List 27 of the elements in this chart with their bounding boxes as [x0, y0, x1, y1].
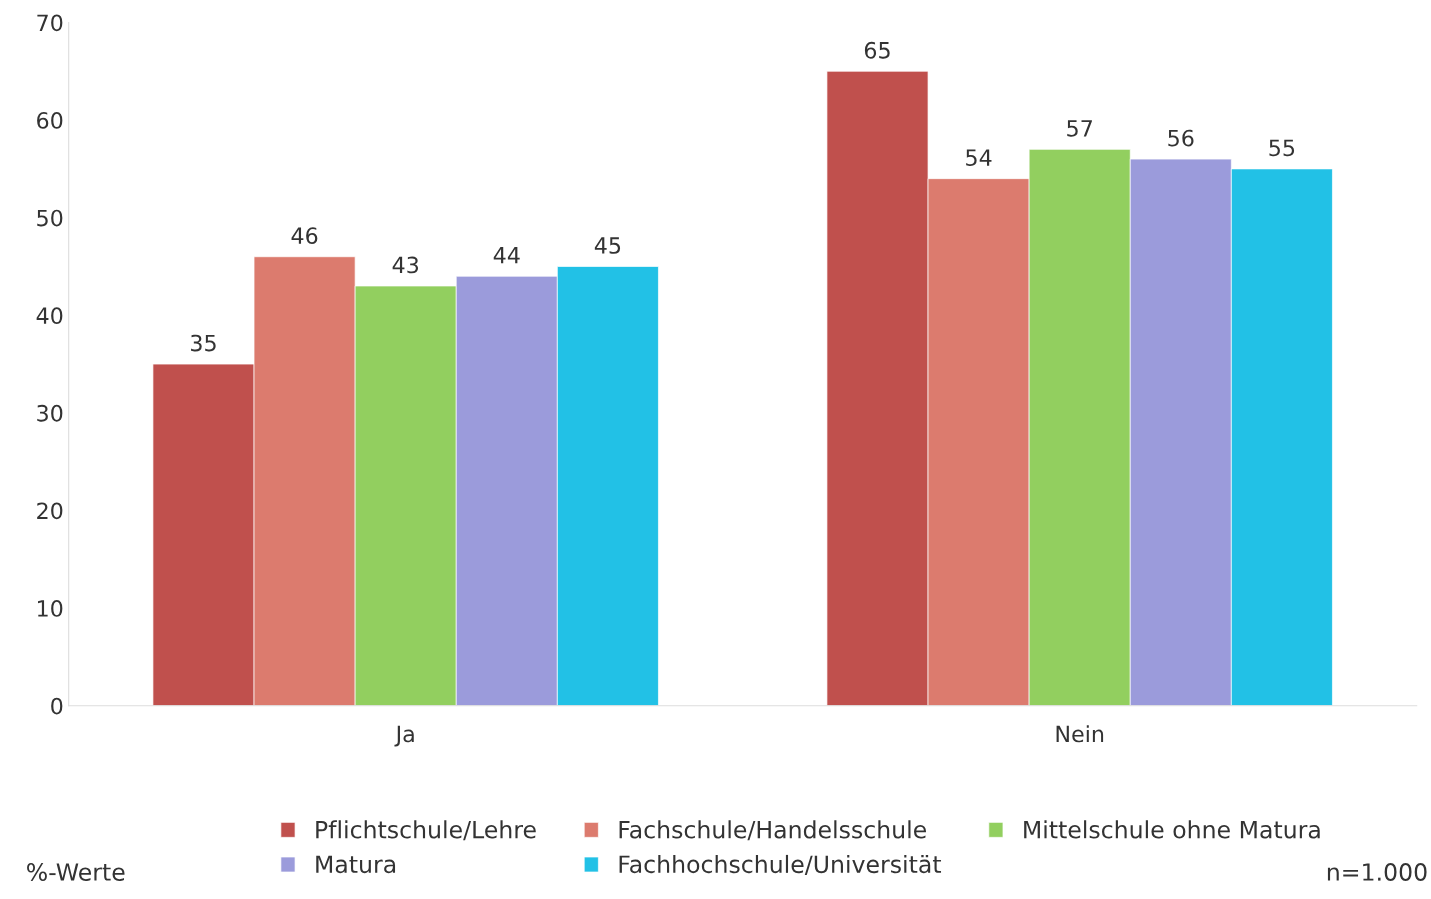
legend-label: Matura — [316, 855, 396, 874]
x-tick-label: Nein — [1056, 725, 1104, 743]
legend-label: Pflichtschule/Lehre — [316, 820, 536, 841]
text: n=1.000 — [1327, 863, 1427, 881]
y-tick-label: 30 — [37, 404, 63, 422]
text: %-Werte — [27, 863, 125, 881]
data-label: 46 — [291, 227, 318, 245]
legend-label: Fachhochschule/Universität — [619, 854, 942, 876]
data-label: 45 — [594, 237, 621, 254]
legend-label: Mittelschule ohne Matura — [1024, 820, 1320, 839]
y-tick-label: 60 — [37, 112, 63, 129]
data-label: 44 — [493, 247, 520, 264]
data-label: 56 — [1168, 129, 1194, 147]
y-tick-label: 10 — [37, 600, 63, 617]
data-label: 43 — [392, 256, 419, 274]
y-tick-label: 0 — [51, 697, 63, 715]
y-tick-label: 70 — [37, 14, 63, 32]
data-label: 65 — [864, 41, 890, 59]
x-tick-label: Ja — [394, 725, 414, 747]
data-label: 57 — [1067, 120, 1092, 137]
data-label: 54 — [966, 149, 992, 167]
data-label: 55 — [1269, 139, 1295, 157]
legend-label: Fachschule/Handelsschule — [619, 820, 926, 841]
y-tick-label: 50 — [37, 209, 63, 227]
y-tick-label: 40 — [36, 307, 63, 325]
data-label: 35 — [191, 334, 216, 352]
y-tick-label: 20 — [37, 502, 63, 520]
